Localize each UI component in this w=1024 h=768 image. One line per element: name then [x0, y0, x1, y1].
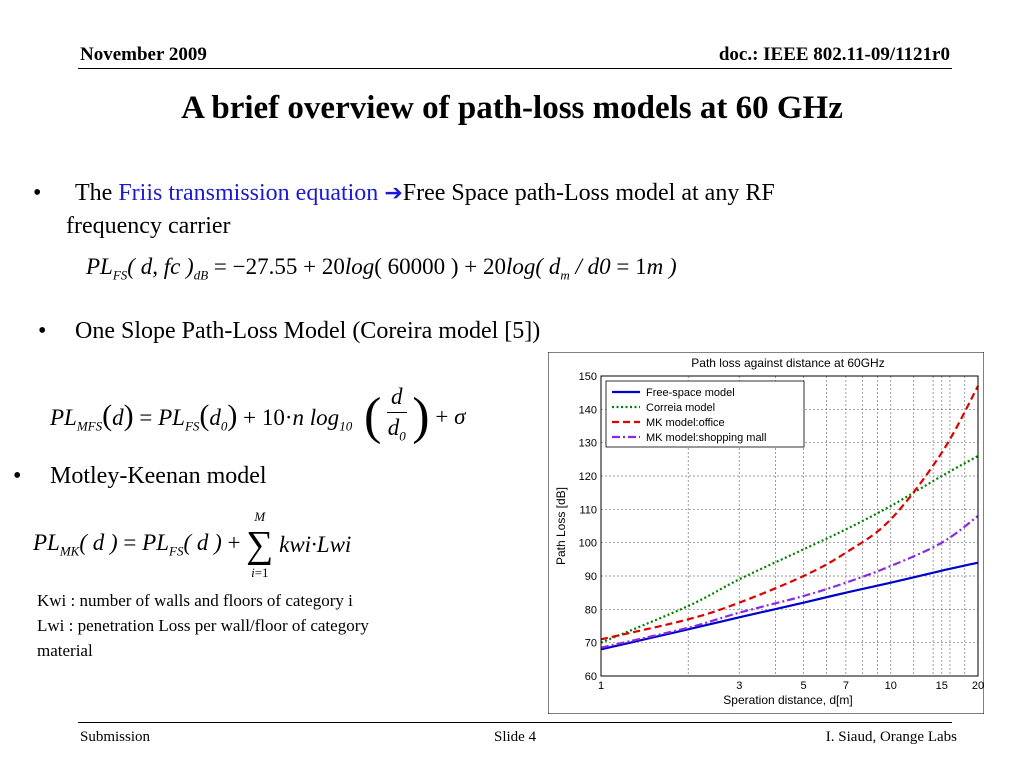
chart-series	[600, 385, 979, 651]
bullet-marker: •	[38, 318, 47, 344]
path-loss-chart: Path loss against distance at 60GHz 60 70…	[548, 352, 984, 714]
chart-series-line	[600, 561, 979, 651]
chart-xtick-label: 15	[936, 680, 948, 692]
chart-ytick-label: 140	[579, 404, 597, 416]
notes: Kwi : number of walls and floors of cate…	[37, 588, 477, 663]
footer-author: I. Siaud, Orange Labs	[825, 729, 957, 745]
chart-ytick-label: 110	[579, 504, 597, 516]
chart-series-line	[600, 385, 979, 641]
chart-plot-area	[600, 375, 979, 677]
chart-legend-label: MK model:office	[646, 417, 725, 429]
chart-ticks: 60 70 80 90 100 110 120 130 140 150 1 3 5 7 10 15 20	[579, 371, 984, 692]
equation-friis: PLFS( d, fc )dB = −27.55 + 20log( 60000 …	[86, 254, 677, 283]
chart-ylabel: Path Loss [dB]	[554, 487, 568, 565]
bullet-friis-line2: frequency carrier	[66, 213, 231, 239]
chart-xtick-label: 10	[885, 680, 897, 692]
chart-ytick-label: 150	[579, 371, 597, 383]
chart-ytick-label: 60	[585, 671, 597, 683]
friis-link[interactable]: Friis transmission equation	[118, 180, 379, 206]
footer-slide-number: Slide 4	[494, 729, 537, 745]
chart-legend-label: Free-space model	[646, 387, 735, 399]
bullet-friis-rest: Free Space path-Loss model at any RF	[402, 180, 775, 206]
bullet-motley-keenan: Motley-Keenan model	[50, 463, 267, 489]
chart-xtick-label: 20	[972, 680, 984, 692]
chart-xtick-label: 7	[843, 680, 849, 692]
chart-xtick-label: 1	[598, 680, 604, 692]
footer-submission: Submission	[80, 729, 151, 745]
bullet-friis: The Friis transmission equation ➔Free Sp…	[75, 180, 775, 207]
chart-xtick-label: 5	[800, 680, 806, 692]
chart-ytick-label: 120	[579, 471, 597, 483]
bullet-marker: •	[33, 180, 42, 206]
right-arrow-icon: ➔	[384, 180, 403, 205]
chart-title: Path loss against distance at 60GHz	[691, 356, 884, 370]
chart-legend-label: MK model:shopping mall	[646, 432, 766, 444]
chart-ytick-label: 130	[579, 438, 597, 450]
note-lwi: Lwi : penetration Loss per wall/floor of…	[37, 616, 369, 635]
slide-title: A brief overview of path-loss models at …	[181, 90, 843, 126]
chart-ytick-label: 70	[585, 638, 597, 650]
header-date: November 2009	[80, 44, 207, 65]
chart-ytick-label: 100	[579, 538, 597, 550]
chart-ytick-label: 80	[585, 604, 597, 616]
header-doc-id: doc.: IEEE 802.11-09/1121r0	[718, 44, 950, 65]
chart-series-line	[600, 515, 979, 649]
chart-xtick-label: 3	[736, 680, 742, 692]
bullet-friis-prefix: The	[75, 180, 119, 206]
note-kwi: Kwi : number of walls and floors of cate…	[37, 591, 353, 610]
bullet-one-slope: One Slope Path-Loss Model (Coreira model…	[75, 318, 541, 344]
chart-ytick-label: 90	[585, 571, 597, 583]
chart-xlabel: Speration distance, d[m]	[723, 693, 852, 707]
chart-series-line	[600, 455, 979, 644]
equation-motley-keenan: PLMK( d ) = PLFS( d ) + M ∑ i=1 kwi·Lwi	[33, 509, 352, 580]
bullet-marker: •	[13, 463, 22, 489]
header-divider	[78, 68, 952, 69]
chart-legend: Free-space model Correia model MK model:of…	[605, 380, 805, 448]
footer-divider	[78, 722, 952, 723]
equation-one-slope: PLMFS(d) = PLFS(d0) + 10·n log10 ( d d0 …	[50, 384, 466, 446]
chart-legend-label: Correia model	[646, 402, 715, 414]
note-lwi-cont: material	[37, 641, 93, 660]
